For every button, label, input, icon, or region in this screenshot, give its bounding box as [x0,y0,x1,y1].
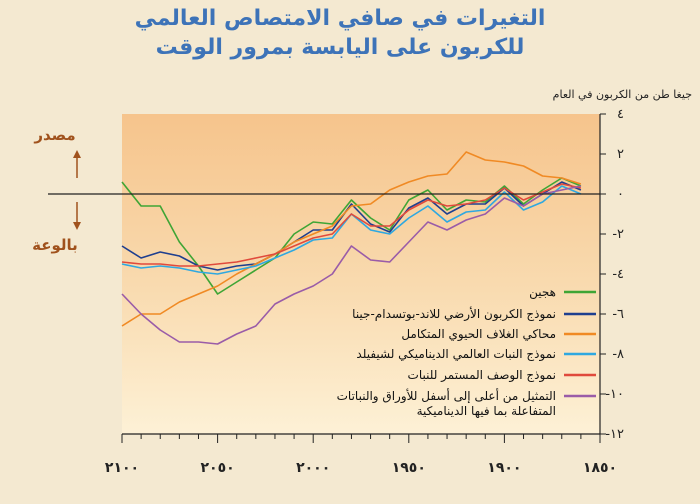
source-sink-arrows [73,150,81,230]
x-tick-label: ٢٠٠٠ [296,460,330,476]
legend-label-2: محاكي الغلاف الحيوي المتكامل [401,327,556,342]
down-arrow-head [73,222,81,230]
y-axis-label: جيغا طن من الكربون في العام [552,88,692,101]
y-tick-label: -٢ [612,227,624,242]
y-tick-label: -١٢ [605,427,624,442]
legend-label-4: نموذج الوصف المستمر للنبات [408,368,556,383]
legend-label-1: نموذج الكربون الأرضي للاند-بوتسدام-جينا [352,306,556,322]
y-tick-label: ٠ [617,187,624,202]
x-tick-label: ١٨٥٠ [583,460,617,476]
series-line-5 [121,185,582,345]
series-line-4 [121,183,582,267]
legend-label-0: هجين [529,285,556,300]
source-label: مصدر [34,126,76,144]
chart-title-line2: للكربون على اليابسة بمرور الوقت [155,35,525,60]
plot-area [122,114,600,434]
y-tick-label: ٢ [617,147,624,162]
y-tick-label: -٦ [612,307,624,322]
up-arrow-head [73,150,81,158]
sink-label: بالوعة [32,236,78,254]
chart-title-line1: التغيرات في صافي الامتصاص العالمي [134,6,546,31]
x-tick-label: ٢٠٥٠ [201,460,235,476]
x-tick-label: ١٩٥٠ [392,460,426,476]
legend-label-3: نموذج النبات العالمي الديناميكي لشيفيلد [356,347,556,362]
y-tick-label: -١٠ [605,387,624,402]
y-tick-label: ٤ [617,107,624,122]
y-tick-label: -٨ [612,347,624,362]
x-tick-label: ٢١٠٠ [105,460,139,476]
series-line-2 [121,151,582,327]
legend-label-5: التمثيل من أعلى إلى أسفل للأوراق والنبات… [337,388,556,418]
y-tick-label: -٤ [612,267,624,282]
x-tick-label: ١٩٠٠ [487,460,521,476]
